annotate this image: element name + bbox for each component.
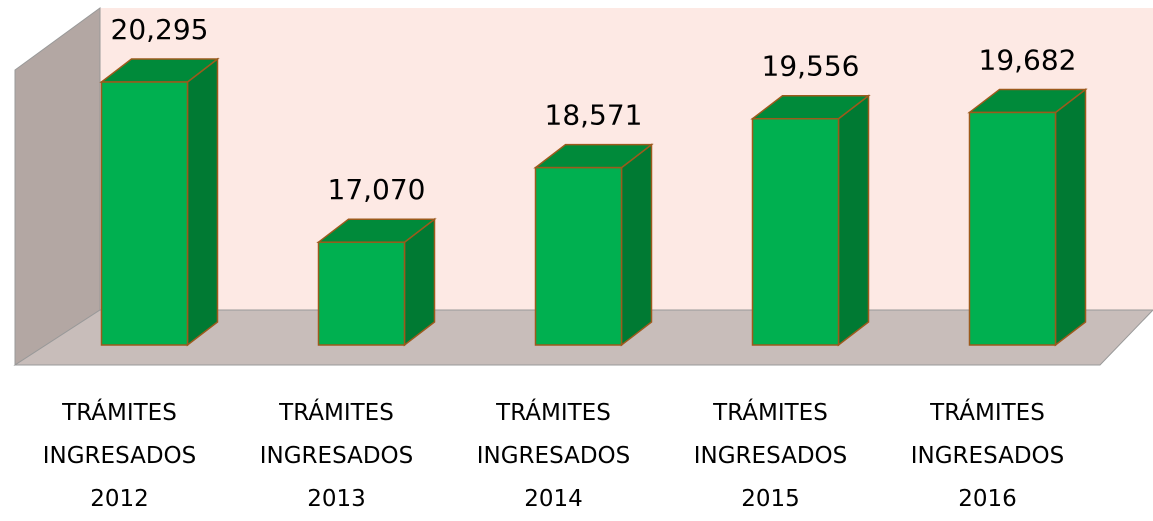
value-label: 17,070 — [328, 173, 426, 206]
bar-side — [620, 143, 653, 347]
bar-side — [1054, 87, 1087, 347]
value-label: 19,682 — [979, 43, 1077, 76]
value-label: 20,295 — [111, 13, 209, 46]
x-tick-label: TRÁMITES INGRESADOS 2014 — [476, 400, 631, 512]
x-tick-label: TRÁMITES INGRESADOS 2015 — [693, 400, 848, 512]
x-tick-label: TRÁMITES INGRESADOS 2016 — [910, 400, 1065, 512]
x-tick-label: TRÁMITES INGRESADOS 2012 — [42, 400, 197, 512]
bar-side — [186, 57, 219, 347]
bar-side — [837, 94, 870, 347]
value-label: 19,556 — [762, 50, 860, 83]
side-wall — [14, 7, 101, 366]
value-label: 18,571 — [545, 99, 643, 132]
bar — [100, 81, 189, 346]
bar — [534, 166, 623, 346]
x-tick-label: TRÁMITES INGRESADOS 2013 — [259, 400, 414, 512]
bar — [751, 117, 840, 346]
bar — [317, 241, 406, 346]
bar — [968, 111, 1057, 346]
